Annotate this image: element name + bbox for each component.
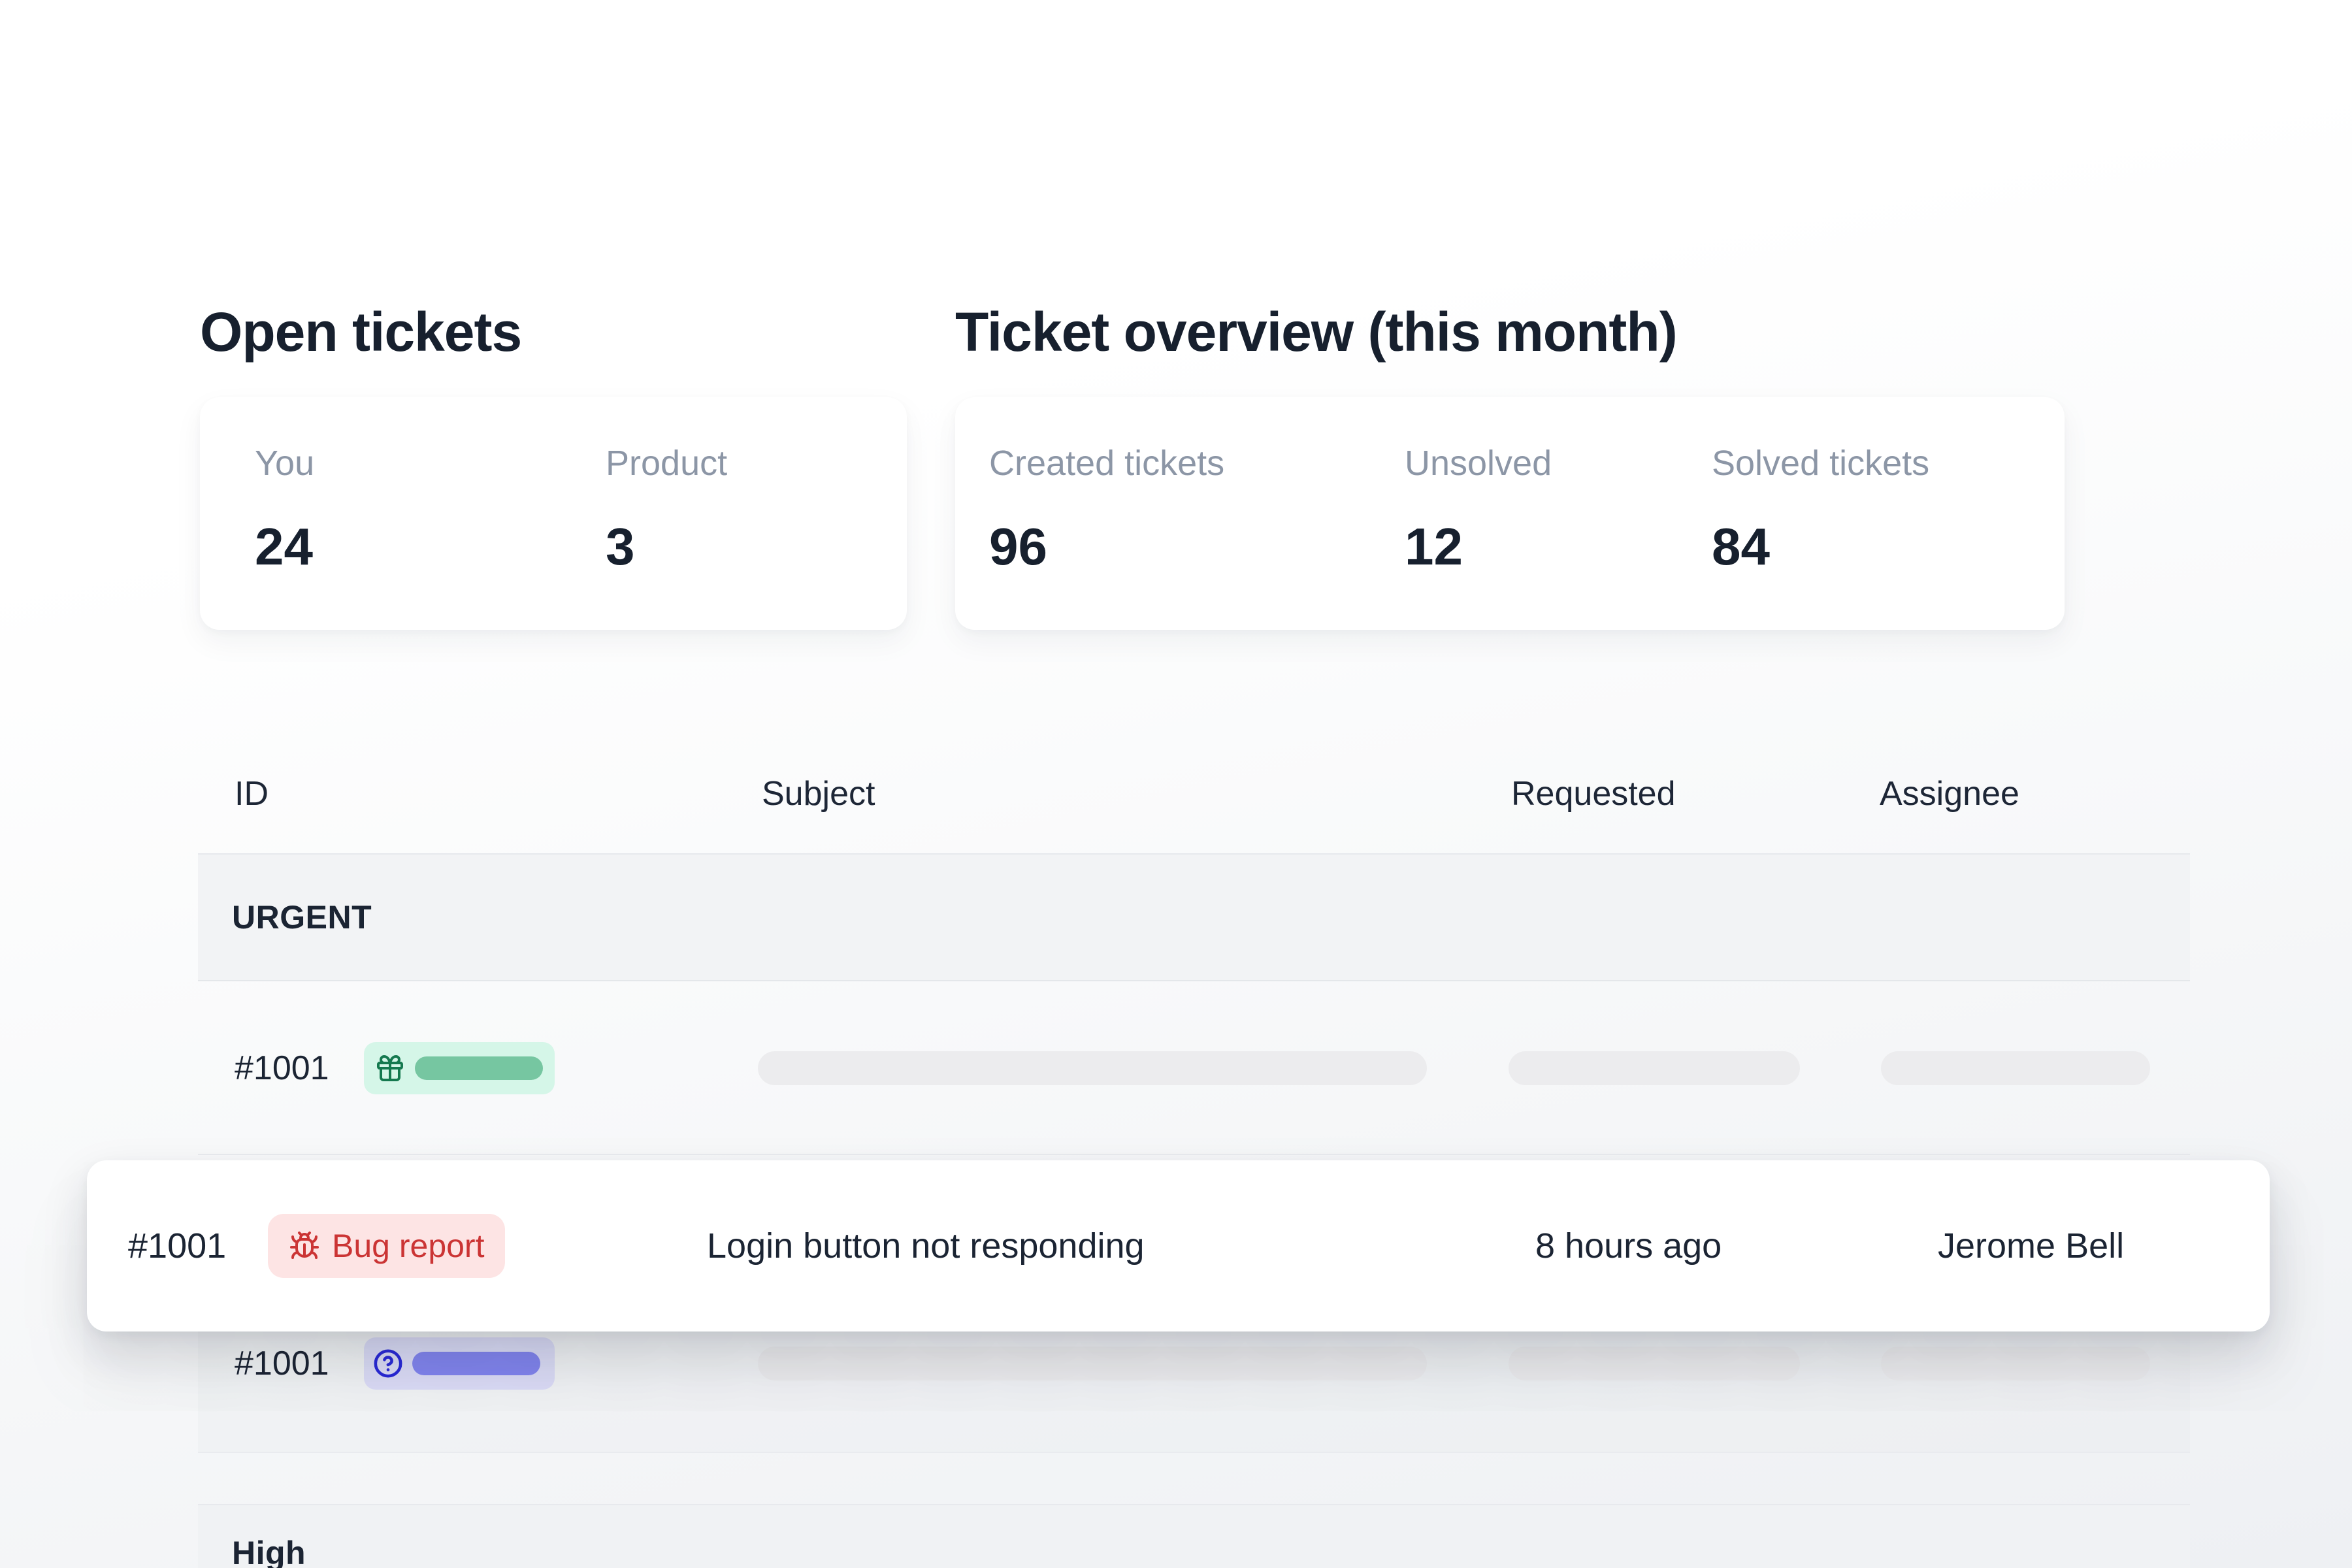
ticket-requested: 8 hours ago — [1535, 1226, 1722, 1266]
section-label: High — [232, 1535, 306, 1568]
ticket-subject: Login button not responding — [707, 1226, 1145, 1266]
help-circle-icon — [374, 1349, 402, 1378]
column-header-requested: Requested — [1511, 775, 1676, 813]
stat-value: 12 — [1405, 517, 1463, 576]
bug-report-badge: Bug report — [268, 1214, 506, 1278]
ticket-overview-title: Ticket overview (this month) — [955, 301, 1678, 363]
ticket-row[interactable]: #1001 — [198, 983, 2190, 1155]
stat-value: 84 — [1712, 517, 1770, 576]
stat-you: You 24 — [255, 443, 606, 575]
dragged-ticket-row[interactable]: #1001 Bug report Login button not respon… — [87, 1160, 2270, 1331]
section-header-high: High — [198, 1504, 2190, 1568]
stat-value: 3 — [606, 517, 635, 576]
assignee-skeleton — [1881, 1347, 2150, 1380]
tag-label: Bug report — [332, 1228, 485, 1264]
open-tickets-card: You 24 Product 3 — [200, 397, 907, 630]
ticket-assignee: Jerome Bell — [1938, 1226, 2125, 1266]
subject-skeleton — [758, 1051, 1427, 1085]
stat-created-tickets: Created tickets 96 — [989, 443, 1405, 575]
section-header-urgent: URGENT — [198, 853, 2190, 981]
stat-label: Solved tickets — [1712, 444, 1930, 483]
tag-placeholder-pill — [415, 1056, 543, 1080]
stat-value: 96 — [989, 517, 1047, 576]
stat-unsolved: Unsolved 12 — [1405, 443, 1712, 575]
open-tickets-title: Open tickets — [200, 301, 522, 363]
stat-label: You — [255, 444, 315, 483]
column-header-id: ID — [235, 775, 269, 813]
stat-product: Product 3 — [606, 443, 727, 575]
requested-skeleton — [1509, 1347, 1800, 1380]
stat-solved-tickets: Solved tickets 84 — [1712, 443, 1929, 575]
bug-icon — [290, 1232, 319, 1259]
assignee-skeleton — [1881, 1051, 2150, 1085]
ticket-id: #1001 — [235, 1345, 329, 1382]
column-header-subject: Subject — [762, 775, 875, 813]
ticket-id: #1001 — [235, 1049, 329, 1087]
ticket-overview-card: Created tickets 96 Unsolved 12 Solved ti… — [955, 397, 2065, 630]
section-label: URGENT — [232, 899, 372, 936]
stat-label: Unsolved — [1405, 444, 1552, 483]
stat-value: 24 — [255, 517, 313, 576]
column-header-assignee: Assignee — [1880, 775, 2019, 813]
ticket-tag-badge — [364, 1042, 555, 1094]
requested-skeleton — [1509, 1051, 1800, 1085]
ticket-id: #1001 — [128, 1226, 227, 1266]
subject-skeleton — [758, 1347, 1427, 1380]
ticket-tag-badge — [364, 1337, 555, 1390]
stat-label: Product — [606, 444, 728, 483]
tag-placeholder-pill — [412, 1352, 540, 1375]
gift-icon — [377, 1055, 403, 1081]
stat-label: Created tickets — [989, 444, 1225, 483]
